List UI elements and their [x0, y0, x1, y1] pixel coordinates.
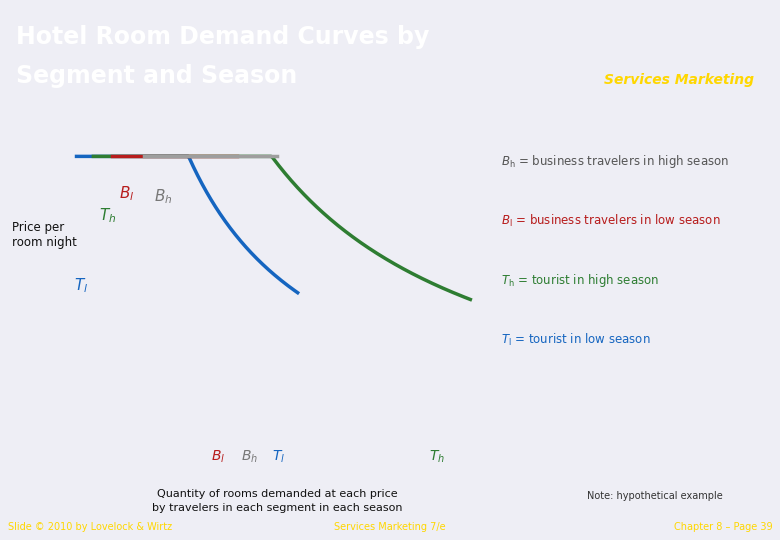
Text: Chapter 8 – Page 39: Chapter 8 – Page 39: [674, 522, 772, 532]
Text: Segment and Season: Segment and Season: [16, 64, 297, 88]
Text: $T_l$: $T_l$: [73, 276, 88, 295]
Text: Note: hypothetical example: Note: hypothetical example: [587, 491, 723, 502]
Text: $T_{\mathrm{l}}$ = tourist in low season: $T_{\mathrm{l}}$ = tourist in low season: [501, 332, 651, 348]
Text: $T_h$: $T_h$: [429, 448, 445, 465]
Text: $B_l$: $B_l$: [211, 448, 225, 465]
Text: $T_{\mathrm{h}}$ = tourist in high season: $T_{\mathrm{h}}$ = tourist in high seaso…: [501, 272, 659, 289]
Text: Services Marketing 7/e: Services Marketing 7/e: [334, 522, 446, 532]
Text: Hotel Room Demand Curves by: Hotel Room Demand Curves by: [16, 25, 429, 49]
Text: $B_h$: $B_h$: [154, 187, 172, 206]
Text: Price per
room night: Price per room night: [12, 221, 76, 249]
Text: Slide © 2010 by Lovelock & Wirtz: Slide © 2010 by Lovelock & Wirtz: [8, 522, 172, 532]
Text: $T_h$: $T_h$: [99, 206, 116, 225]
Text: $B_{\mathrm{h}}$ = business travelers in high season: $B_{\mathrm{h}}$ = business travelers in…: [501, 153, 729, 171]
Text: Quantity of rooms demanded at each price: Quantity of rooms demanded at each price: [157, 489, 397, 499]
Text: $B_{\mathrm{l}}$ = business travelers in low season: $B_{\mathrm{l}}$ = business travelers in…: [501, 213, 721, 230]
Text: Services Marketing: Services Marketing: [604, 73, 753, 87]
Text: $T_l$: $T_l$: [272, 448, 285, 465]
Text: $B_h$: $B_h$: [241, 448, 257, 465]
Text: by travelers in each segment in each season: by travelers in each segment in each sea…: [151, 503, 402, 514]
Text: $B_l$: $B_l$: [119, 184, 134, 203]
